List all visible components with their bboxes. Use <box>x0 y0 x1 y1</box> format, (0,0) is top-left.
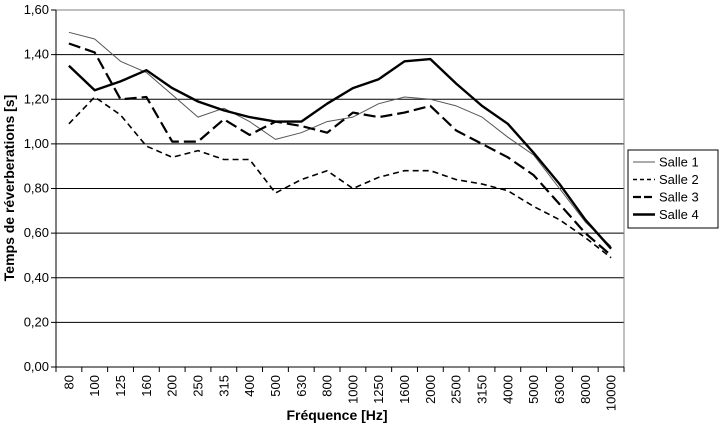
y-tick-label: 0,60 <box>24 225 49 240</box>
y-tick-label: 1,00 <box>24 136 49 151</box>
x-tick-label: 125 <box>113 375 128 397</box>
x-tick-label: 4000 <box>500 375 515 404</box>
y-tick-label: 0,20 <box>24 314 49 329</box>
x-tick-label: 315 <box>216 375 231 397</box>
series-lines <box>68 31 612 259</box>
x-tick-label: 250 <box>191 375 206 397</box>
x-tick-label: 800 <box>320 375 335 397</box>
series-line-salle-4 <box>68 57 612 250</box>
legend: Salle 1 Salle 2 Salle 3 Salle 4 <box>627 149 719 229</box>
series-line-salle-2 <box>68 96 612 259</box>
x-tick-label: 2500 <box>449 375 464 404</box>
x-tick-label: 80 <box>61 375 76 389</box>
x-tick-label: 1000 <box>345 375 360 404</box>
x-tick-label: 400 <box>242 375 257 397</box>
series-line-salle-3 <box>68 42 612 257</box>
x-tick-label: 8000 <box>578 375 593 404</box>
y-tick-label: 0,00 <box>24 359 49 374</box>
y-tick-label: 1,20 <box>24 91 49 106</box>
x-tick-label: 3150 <box>475 375 490 404</box>
y-tick-label: 1,40 <box>24 47 49 62</box>
gridlines <box>56 54 624 323</box>
x-tick-label: 200 <box>165 375 180 397</box>
x-axis-title: Fréquence [Hz] <box>286 407 387 423</box>
legend-label: Salle 2 <box>659 172 699 187</box>
x-tick-label: 6300 <box>552 375 567 404</box>
legend-label: Salle 3 <box>659 190 699 205</box>
x-tick-label: 160 <box>139 375 154 397</box>
legend-label: Salle 4 <box>659 207 699 222</box>
x-tick-label: 2000 <box>423 375 438 404</box>
x-tick-label: 1600 <box>397 375 412 404</box>
x-tick-label: 5000 <box>526 375 541 404</box>
x-tick-label: 1250 <box>371 375 386 404</box>
y-tick-label: 1,60 <box>24 2 49 17</box>
legend-label: Salle 1 <box>659 155 699 170</box>
series-line-salle-1 <box>68 31 612 247</box>
y-axis: 0,00 0,20 0,40 0,60 0,80 1,00 1,20 1,40 1,60 <box>24 2 57 374</box>
y-tick-label: 0,40 <box>24 270 49 285</box>
x-tick-label: 630 <box>294 375 309 397</box>
y-tick-label: 0,80 <box>24 181 49 196</box>
y-axis-title: Temps de réverberations [s] <box>1 95 17 281</box>
x-tick-label: 100 <box>87 375 102 397</box>
x-tick-label: 10000 <box>604 375 619 411</box>
x-tick-label: 500 <box>268 375 283 397</box>
x-axis: 80 100 125 160 200 250 315 400 500 630 800 1000 1250… <box>55 366 625 411</box>
